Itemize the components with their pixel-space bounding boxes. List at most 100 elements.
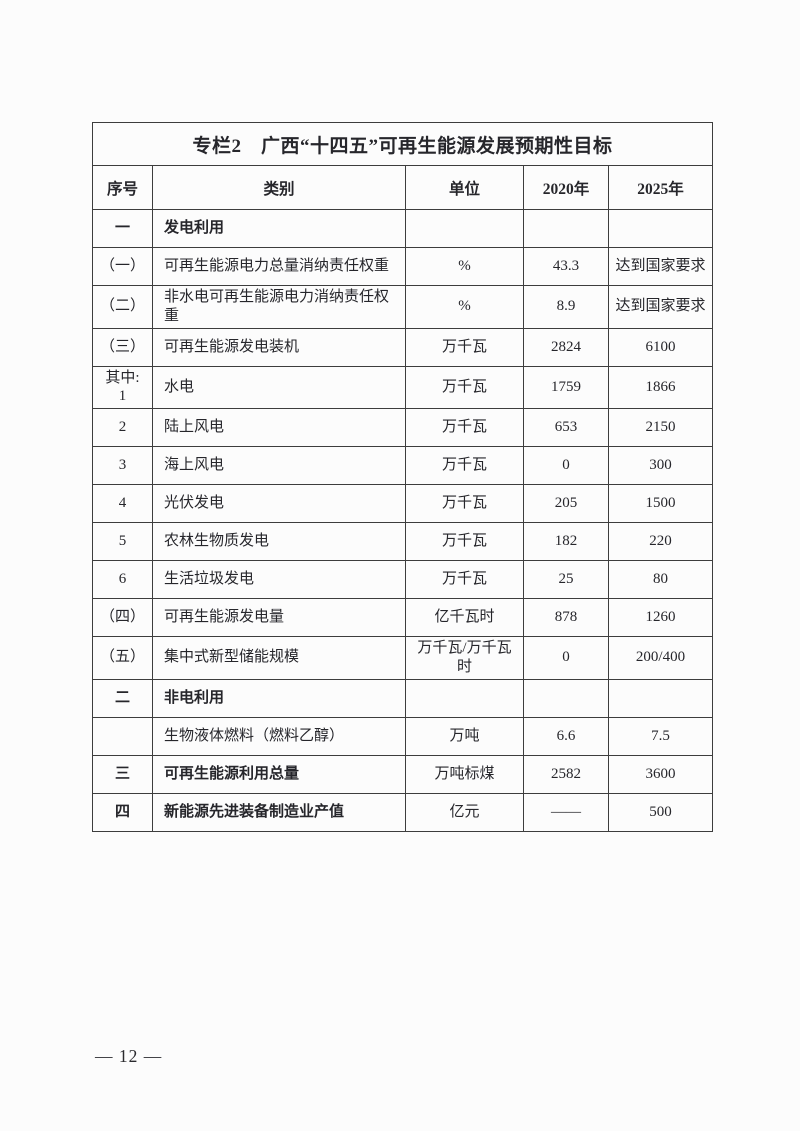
- cell-2020: 8.9: [523, 285, 609, 329]
- cell-2025: [607, 678, 714, 718]
- cell-2020: 25: [523, 560, 609, 599]
- table-row: 3 海上风电 万千瓦 0 300: [92, 446, 714, 485]
- table-row: 5 农林生物质发电 万千瓦 182 220: [92, 522, 714, 561]
- cell-2020: 2582: [523, 754, 609, 794]
- cell-category: 可再生能源利用总量: [152, 754, 406, 794]
- cell-2020: ——: [523, 792, 609, 832]
- cell-2020: 43.3: [523, 247, 609, 286]
- cell-category: 非水电可再生能源电力消纳责任权重: [152, 285, 406, 329]
- cell-unit: [405, 678, 524, 718]
- cell-category: 陆上风电: [152, 408, 406, 447]
- cell-category: 可再生能源发电量: [152, 598, 406, 637]
- cell-2025: 6100: [607, 327, 714, 367]
- cell-index: （三）: [92, 327, 153, 367]
- table-row: 二 非电利用: [92, 678, 714, 718]
- cell-index: （五）: [92, 636, 153, 680]
- cell-2025: 1500: [607, 484, 714, 523]
- cell-category: 水电: [152, 365, 406, 409]
- cell-index: 二: [92, 678, 153, 718]
- table-row: 四 新能源先进装备制造业产值 亿元 —— 500: [92, 792, 714, 832]
- col-header-index: 序号: [92, 165, 153, 210]
- cell-unit: 亿千瓦时: [405, 598, 524, 637]
- col-header-2020: 2020年: [523, 165, 609, 210]
- cell-index: [92, 716, 153, 756]
- cell-2020: [523, 678, 609, 718]
- table-row: （二） 非水电可再生能源电力消纳责任权重 % 8.9 达到国家要求: [92, 285, 714, 329]
- targets-table: 专栏2 广西“十四五”可再生能源发展预期性目标 序号 类别 单位 2020年 2…: [91, 122, 714, 832]
- table-row: 三 可再生能源利用总量 万吨标煤 2582 3600: [92, 754, 714, 794]
- cell-2020: 182: [523, 522, 609, 561]
- cell-2020: 0: [523, 636, 609, 680]
- cell-unit: %: [405, 285, 524, 329]
- cell-2025: 1260: [607, 598, 714, 637]
- page-number: — 12 —: [95, 1046, 163, 1066]
- cell-2025: [607, 209, 714, 248]
- cell-2020: 878: [523, 598, 609, 637]
- table-row: （三） 可再生能源发电装机 万千瓦 2824 6100: [92, 327, 714, 367]
- cell-index: 四: [92, 792, 153, 832]
- table-row: 2 陆上风电 万千瓦 653 2150: [92, 408, 714, 447]
- cell-category: 光伏发电: [152, 484, 406, 523]
- cell-unit: 万千瓦: [405, 446, 524, 485]
- table-header-row: 序号 类别 单位 2020年 2025年: [92, 165, 714, 210]
- cell-unit: 万千瓦: [405, 365, 524, 409]
- table-row: （四） 可再生能源发电量 亿千瓦时 878 1260: [92, 598, 714, 637]
- cell-2020: [523, 209, 609, 248]
- cell-2020: 1759: [523, 365, 609, 409]
- cell-index: （一）: [92, 247, 153, 286]
- cell-index: 一: [92, 209, 153, 248]
- cell-2025: 500: [607, 792, 714, 832]
- cell-unit: 万吨标煤: [405, 754, 524, 794]
- col-header-2025: 2025年: [607, 165, 714, 210]
- table-title-row: 专栏2 广西“十四五”可再生能源发展预期性目标: [91, 122, 714, 166]
- cell-category: 生活垃圾发电: [152, 560, 406, 599]
- cell-category: 可再生能源发电装机: [152, 327, 406, 367]
- cell-2020: 653: [523, 408, 609, 447]
- table-body: 一 发电利用 （一） 可再生能源电力总量消纳责任权重 % 43.3 达到国家要求…: [92, 209, 714, 832]
- cell-2020: 6.6: [523, 716, 609, 756]
- cell-2025: 2150: [607, 408, 714, 447]
- cell-unit: 万千瓦: [405, 484, 524, 523]
- cell-index: 4: [92, 484, 153, 523]
- table-row: 4 光伏发电 万千瓦 205 1500: [92, 484, 714, 523]
- cell-2025: 200/400: [607, 636, 714, 680]
- cell-unit: 万千瓦: [405, 327, 524, 367]
- cell-2025: 220: [607, 522, 714, 561]
- cell-category: 发电利用: [152, 209, 406, 248]
- cell-unit: [405, 209, 524, 248]
- cell-category: 非电利用: [152, 678, 406, 718]
- cell-unit: 万千瓦: [405, 560, 524, 599]
- cell-index: 三: [92, 754, 153, 794]
- cell-index: （二）: [92, 285, 153, 329]
- cell-unit: 万千瓦: [405, 522, 524, 561]
- cell-index: （四）: [92, 598, 153, 637]
- cell-2025: 7.5: [607, 716, 714, 756]
- cell-index: 3: [92, 446, 153, 485]
- table-row: 一 发电利用: [92, 209, 714, 248]
- cell-unit: 亿元: [405, 792, 524, 832]
- cell-2025: 80: [607, 560, 714, 599]
- cell-category: 新能源先进装备制造业产值: [152, 792, 406, 832]
- cell-category: 可再生能源电力总量消纳责任权重: [152, 247, 406, 286]
- cell-2025: 达到国家要求: [607, 247, 714, 286]
- cell-2025: 3600: [607, 754, 714, 794]
- cell-2025: 1866: [607, 365, 714, 409]
- table-row: 6 生活垃圾发电 万千瓦 25 80: [92, 560, 714, 599]
- cell-index: 其中: 1: [92, 365, 153, 409]
- cell-unit: %: [405, 247, 524, 286]
- cell-2020: 205: [523, 484, 609, 523]
- cell-unit: 万千瓦/万千瓦时: [405, 636, 524, 680]
- cell-index: 6: [92, 560, 153, 599]
- cell-category: 农林生物质发电: [152, 522, 406, 561]
- cell-2025: 300: [607, 446, 714, 485]
- table-row: （一） 可再生能源电力总量消纳责任权重 % 43.3 达到国家要求: [92, 247, 714, 286]
- table-row: 生物液体燃料（燃料乙醇） 万吨 6.6 7.5: [92, 716, 714, 756]
- cell-category: 集中式新型储能规模: [152, 636, 406, 680]
- cell-category: 生物液体燃料（燃料乙醇）: [152, 716, 406, 756]
- cell-2020: 2824: [523, 327, 609, 367]
- cell-index: 2: [92, 408, 153, 447]
- cell-index: 5: [92, 522, 153, 561]
- col-header-unit: 单位: [405, 165, 524, 210]
- cell-unit: 万吨: [405, 716, 524, 756]
- table-title: 专栏2 广西“十四五”可再生能源发展预期性目标: [91, 122, 714, 166]
